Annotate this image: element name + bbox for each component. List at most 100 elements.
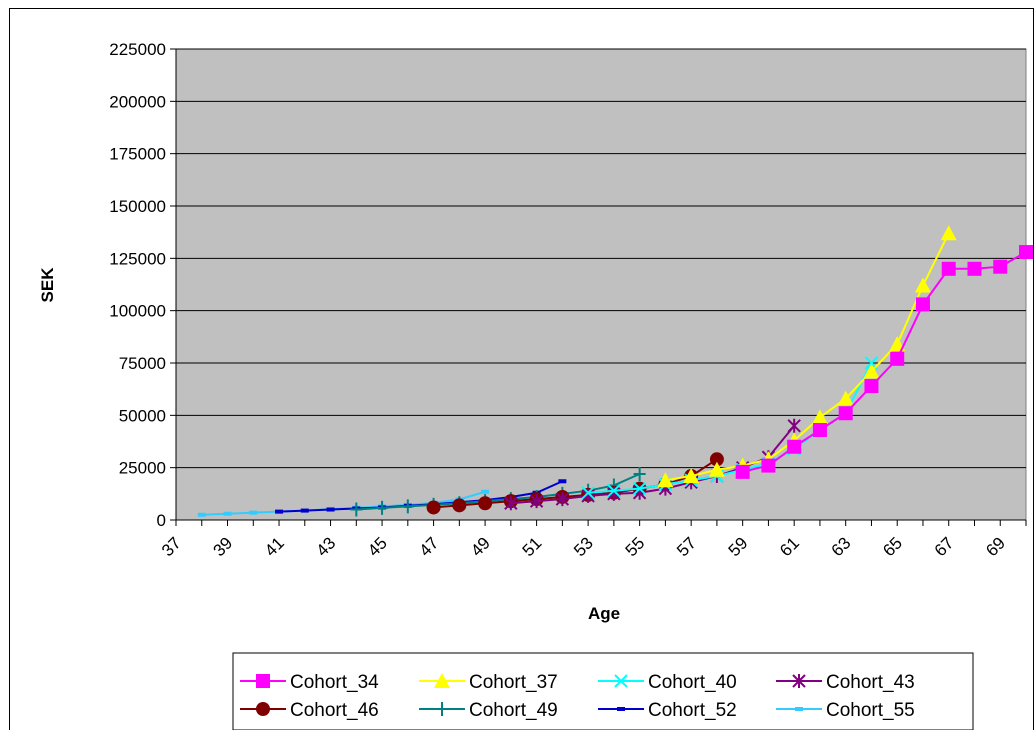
- y-tick-label: 150000: [109, 197, 166, 216]
- x-tick-label: 49: [467, 533, 494, 560]
- legend-marker: [614, 674, 628, 688]
- data-point-cohort-34: [761, 458, 776, 473]
- series-cohort-34: [735, 245, 1033, 479]
- data-point-cohort-37: [940, 225, 957, 241]
- data-point-cohort-55: [249, 510, 258, 515]
- data-point-cohort-52: [300, 508, 309, 513]
- legend-marker: [617, 707, 625, 711]
- x-tick-label: 57: [673, 533, 700, 560]
- x-tick-label: 37: [158, 533, 185, 560]
- data-point-cohort-40: [632, 481, 647, 496]
- data-point-cohort-37: [683, 468, 700, 484]
- data-point-cohort-37: [863, 363, 880, 379]
- x-tick-label: 55: [622, 533, 649, 560]
- legend-marker: [256, 702, 270, 716]
- legend-item-cohort-52: Cohort_52: [598, 700, 737, 721]
- data-point-cohort-46: [709, 452, 724, 467]
- legend-label: Cohort_55: [826, 700, 915, 721]
- data-point-cohort-34: [787, 439, 802, 454]
- legend-item-cohort-49: Cohort_49: [419, 700, 558, 721]
- data-point-cohort-34: [941, 261, 956, 276]
- data-point-cohort-34: [993, 259, 1008, 274]
- x-tick-label: 53: [570, 533, 597, 560]
- data-point-cohort-37: [708, 461, 725, 477]
- data-point-cohort-49: [401, 499, 414, 514]
- x-tick-label: 41: [261, 533, 288, 560]
- data-point-cohort-52: [558, 479, 567, 484]
- x-tick-label: 45: [364, 533, 391, 560]
- legend-marker: [434, 673, 450, 688]
- data-point-cohort-34: [864, 379, 879, 394]
- data-point-cohort-49: [376, 500, 389, 515]
- data-point-cohort-34: [735, 464, 750, 479]
- data-point-cohort-37: [837, 390, 854, 406]
- legend-label: Cohort_49: [469, 700, 558, 721]
- legend-item-cohort-37: Cohort_37: [419, 672, 558, 693]
- legend-box: [232, 652, 974, 730]
- legend-label: Cohort_43: [826, 672, 915, 693]
- series-cohort-37: [657, 225, 957, 488]
- legend-marker: [436, 702, 448, 716]
- data-point-cohort-49: [350, 502, 363, 517]
- legend-item-cohort-46: Cohort_46: [240, 700, 379, 721]
- data-point-cohort-34: [890, 351, 905, 366]
- data-point-cohort-43: [787, 418, 801, 433]
- data-point-cohort-46: [452, 498, 467, 513]
- data-point-cohort-40: [581, 486, 595, 500]
- data-point-cohort-49: [633, 466, 646, 481]
- chart-frame: [9, 8, 1034, 730]
- legend-label: Cohort_37: [469, 672, 558, 693]
- y-tick-label: 0: [157, 511, 166, 530]
- data-point-cohort-34: [838, 406, 853, 421]
- data-point-cohort-46: [426, 500, 441, 515]
- data-point-cohort-43: [555, 492, 570, 507]
- legend-label: Cohort_46: [290, 700, 379, 721]
- x-tick-label: 61: [776, 533, 803, 560]
- legend-marker: [795, 707, 803, 711]
- data-point-cohort-37: [914, 277, 931, 293]
- data-point-cohort-34: [812, 422, 827, 437]
- data-point-cohort-52: [326, 507, 335, 512]
- x-tick-label: 39: [210, 533, 237, 560]
- y-axis: 0 25000 50000 75000 100000 125000 150000 175000…: [109, 40, 177, 530]
- legend-label: Cohort_52: [648, 700, 737, 721]
- data-point-cohort-46: [478, 496, 493, 511]
- x-tick-label: 69: [982, 533, 1009, 560]
- y-tick-label: 75000: [119, 354, 166, 373]
- legend: Cohort_34 Cohort_37 Cohort_40 Cohort_43 Coho…: [240, 672, 915, 721]
- data-point-cohort-40: [607, 483, 621, 498]
- x-axis: 37 39 41 43 45 47 49 51 53 55 57 59 61 63 65 67 69: [158, 519, 1027, 560]
- data-point-cohort-55: [197, 512, 206, 517]
- x-axis-title: Age: [588, 604, 620, 623]
- x-tick-label: 65: [879, 533, 906, 560]
- x-tick-label: 67: [931, 533, 958, 560]
- legend-label: Cohort_40: [648, 672, 737, 693]
- legend-marker: [256, 674, 270, 688]
- y-axis-title: SEK: [38, 267, 57, 303]
- plot-area: [175, 48, 1027, 521]
- data-point-cohort-34: [915, 297, 930, 312]
- data-point-cohort-43: [504, 496, 518, 511]
- x-tick-label: 47: [416, 533, 443, 560]
- x-tick-label: 63: [828, 533, 855, 560]
- data-point-cohort-52: [275, 509, 284, 514]
- legend-item-cohort-55: Cohort_55: [776, 700, 915, 721]
- legend-item-cohort-43: Cohort_43: [776, 672, 915, 693]
- data-point-cohort-43: [529, 494, 544, 509]
- data-point-cohort-55: [481, 489, 490, 494]
- legend-item-cohort-40: Cohort_40: [598, 672, 737, 693]
- y-tick-label: 200000: [109, 92, 166, 111]
- y-tick-label: 175000: [109, 145, 166, 164]
- data-point-cohort-34: [967, 261, 982, 276]
- x-tick-label: 59: [725, 533, 752, 560]
- legend-marker: [792, 674, 806, 688]
- data-point-cohort-37: [657, 472, 674, 488]
- y-tick-label: 50000: [119, 406, 166, 425]
- x-tick-label: 51: [519, 533, 546, 560]
- legend-label: Cohort_34: [290, 672, 379, 693]
- data-point-cohort-37: [889, 336, 906, 352]
- y-tick-label: 225000: [109, 40, 166, 59]
- series-group: [197, 225, 1033, 517]
- data-point-cohort-55: [223, 511, 232, 516]
